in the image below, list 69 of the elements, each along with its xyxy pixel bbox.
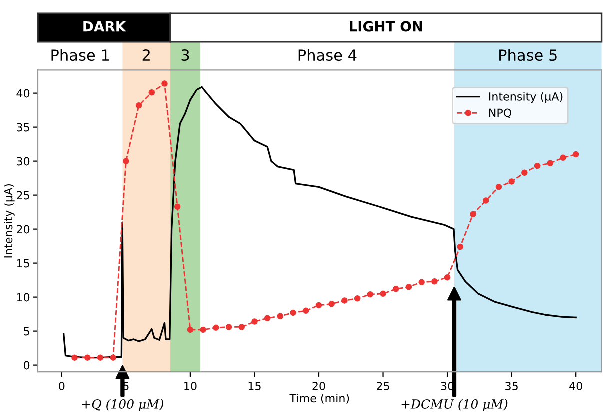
- point: [534, 162, 541, 170]
- legend-label: Intensity (μA): [489, 92, 563, 104]
- y-tick-label: 0: [24, 361, 30, 370]
- y-tick-label: 15: [17, 259, 30, 268]
- text: +DCMU (10 μM): [402, 399, 508, 412]
- point: [367, 291, 374, 298]
- point: [560, 154, 566, 162]
- point: [457, 244, 464, 250]
- point: [226, 324, 232, 330]
- point: [238, 324, 245, 330]
- point: [110, 354, 116, 361]
- x-tick-label: 40: [570, 382, 582, 390]
- band-label: Phase 5: [500, 49, 557, 62]
- point: [84, 354, 91, 361]
- text: Phase 1: [52, 49, 110, 62]
- x-tick-label: 0: [59, 382, 65, 390]
- point: [496, 184, 502, 190]
- y-tick-label: 35: [17, 123, 30, 132]
- x-tick-label: 15: [248, 382, 261, 390]
- point: [72, 354, 78, 361]
- point: [547, 160, 554, 166]
- y-tick-label: 25: [17, 191, 30, 200]
- legend-label: NPQ: [489, 108, 512, 118]
- x-axis-title: Time (min): [290, 394, 350, 404]
- point: [470, 211, 476, 218]
- point: [418, 279, 425, 286]
- point: [277, 313, 284, 320]
- point: [432, 278, 438, 285]
- point: [316, 302, 322, 309]
- point: [392, 286, 400, 292]
- x-tick-label: 20: [312, 382, 326, 390]
- point: [252, 318, 258, 325]
- point: [482, 198, 490, 204]
- point: [174, 204, 181, 210]
- point: [328, 300, 335, 308]
- point: [136, 102, 142, 109]
- text: DARK: [84, 21, 127, 32]
- point: [200, 326, 206, 334]
- x-tick-label: 25: [377, 382, 390, 390]
- band-label: 2: [142, 50, 150, 61]
- point: [290, 310, 296, 316]
- point: [508, 178, 515, 185]
- y-axis-title: Intensity (μA): [4, 184, 15, 258]
- x-tick-label: 35: [506, 382, 518, 390]
- text: +Q (100 μM): [82, 399, 164, 412]
- point: [187, 326, 194, 334]
- text: Phase 4: [298, 49, 357, 62]
- point: [213, 324, 220, 332]
- point: [406, 284, 412, 290]
- y-tick-label: 10: [17, 293, 30, 302]
- point: [123, 158, 130, 164]
- point: [264, 315, 271, 322]
- point: [354, 296, 361, 302]
- y-tick-label: 20: [17, 225, 30, 234]
- point: [380, 290, 386, 298]
- band-label: 3: [182, 50, 190, 62]
- y-tick-label: 40: [16, 89, 30, 98]
- point: [522, 170, 528, 176]
- text: LIGHT ON: [350, 21, 422, 32]
- x-tick-label: 10: [184, 382, 197, 390]
- point: [97, 354, 104, 361]
- y-tick-label: 5: [24, 327, 30, 336]
- point: [148, 90, 156, 96]
- point: [572, 151, 580, 158]
- y-tick-label: 30: [17, 157, 30, 166]
- point: [444, 274, 451, 281]
- point: [303, 308, 310, 314]
- point: [342, 298, 348, 304]
- point: [162, 80, 168, 87]
